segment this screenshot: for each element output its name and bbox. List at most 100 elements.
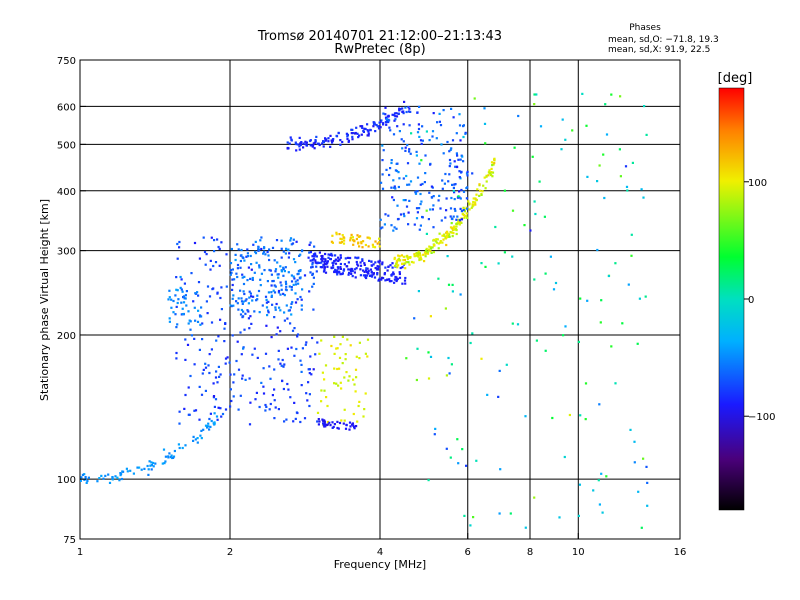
data-point <box>351 138 354 141</box>
data-point <box>392 198 395 202</box>
data-point <box>397 217 400 221</box>
data-point <box>629 428 632 431</box>
data-point <box>398 271 401 274</box>
data-point <box>478 194 481 197</box>
data-point <box>281 379 284 382</box>
data-point <box>332 266 335 269</box>
data-point <box>194 438 197 441</box>
data-point <box>357 136 360 139</box>
data-point <box>228 361 231 364</box>
data-point <box>435 241 438 244</box>
data-point <box>455 218 458 221</box>
data-point <box>326 420 329 424</box>
data-point <box>289 136 292 139</box>
data-point <box>351 236 354 239</box>
data-point <box>482 184 485 187</box>
data-point <box>180 278 183 281</box>
data-point <box>271 394 274 397</box>
data-point <box>465 212 468 215</box>
data-point <box>240 308 243 312</box>
data-point <box>427 218 430 221</box>
data-point <box>418 105 421 108</box>
data-point <box>421 139 424 142</box>
data-point <box>402 112 405 115</box>
data-point <box>452 215 455 218</box>
data-point <box>374 266 377 270</box>
data-point <box>401 282 404 285</box>
data-point <box>270 336 273 339</box>
data-point <box>457 195 460 198</box>
data-point <box>352 243 355 246</box>
data-point <box>301 347 304 350</box>
data-point <box>240 300 244 303</box>
data-point <box>169 456 172 459</box>
data-point <box>240 248 243 252</box>
data-point <box>451 227 454 230</box>
data-point <box>254 252 258 255</box>
data-point <box>308 290 311 293</box>
data-point <box>585 124 588 127</box>
data-point <box>423 181 426 184</box>
data-point <box>415 207 419 210</box>
data-point <box>353 425 356 429</box>
data-point <box>317 423 320 426</box>
data-point <box>568 413 571 417</box>
data-point <box>462 160 465 163</box>
data-point <box>362 129 365 132</box>
data-point <box>138 466 141 469</box>
data-point <box>434 427 437 430</box>
data-point <box>405 110 408 114</box>
data-point <box>413 253 416 256</box>
data-point <box>321 256 324 259</box>
data-point <box>349 270 353 273</box>
data-point <box>339 343 342 346</box>
data-point <box>397 254 400 257</box>
data-point <box>321 142 324 145</box>
data-point <box>251 353 254 356</box>
data-point <box>291 242 295 245</box>
data-point <box>274 406 277 409</box>
data-point <box>341 140 344 144</box>
data-point <box>185 290 188 293</box>
data-point <box>267 254 270 257</box>
y-tick-label: 400 <box>57 187 76 198</box>
data-point <box>475 193 478 196</box>
data-point <box>619 175 622 178</box>
data-point <box>244 299 247 302</box>
data-point <box>154 462 157 465</box>
data-point <box>302 146 305 149</box>
data-point <box>207 425 210 428</box>
data-point <box>286 141 289 144</box>
data-point <box>262 367 265 370</box>
data-point <box>378 241 381 244</box>
data-point <box>304 143 307 146</box>
data-point <box>284 252 287 255</box>
data-point <box>176 323 179 326</box>
data-point <box>176 242 179 246</box>
data-point <box>483 107 486 110</box>
data-point <box>126 470 129 473</box>
data-point <box>216 292 219 295</box>
data-point <box>229 373 232 376</box>
data-point <box>350 132 353 135</box>
data-point <box>300 370 303 373</box>
data-point <box>294 261 297 264</box>
data-point <box>290 243 293 246</box>
data-point <box>399 213 403 216</box>
data-point <box>200 437 203 440</box>
data-point <box>336 273 339 276</box>
data-point <box>379 278 383 281</box>
data-point <box>276 261 279 264</box>
data-point <box>214 376 218 379</box>
data-point <box>355 355 358 358</box>
data-point <box>344 353 347 356</box>
data-point <box>406 183 409 186</box>
data-point <box>392 229 395 232</box>
data-point <box>297 269 300 273</box>
data-point <box>461 448 464 451</box>
data-point <box>255 261 258 264</box>
data-point <box>414 190 417 193</box>
data-point <box>337 384 340 387</box>
data-point <box>271 303 274 306</box>
data-point <box>426 251 429 254</box>
